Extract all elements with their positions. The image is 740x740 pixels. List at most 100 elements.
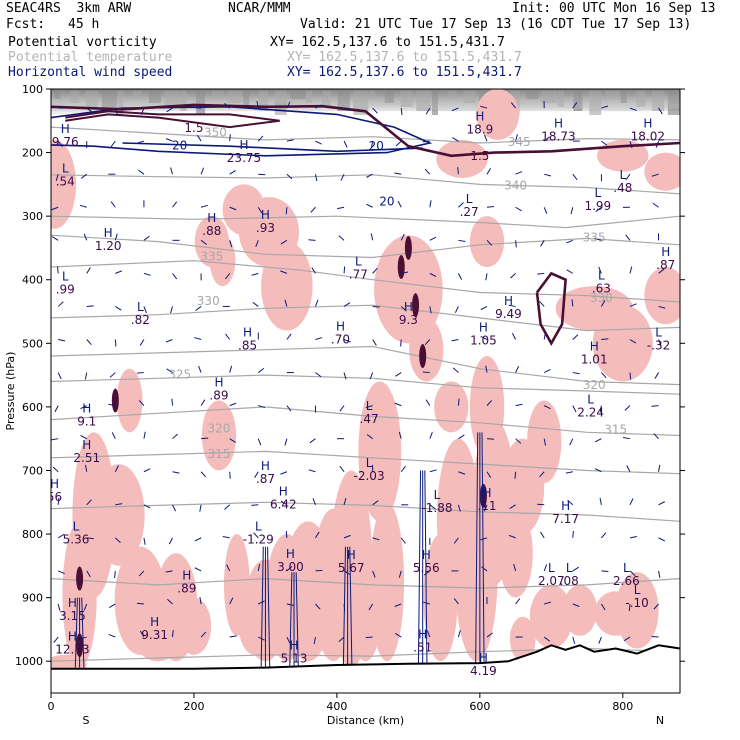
forecast-label: Fcst: bbox=[6, 17, 46, 32]
valid-time: Valid: 21 UTC Tue 17 Sep 13 (16 CDT Tue … bbox=[300, 17, 692, 32]
wind-vector bbox=[485, 273, 488, 281]
y-tick-label: 700 bbox=[22, 464, 43, 477]
init-time: Init: 00 UTC Mon 16 Sep 13 bbox=[512, 1, 716, 16]
wind-vector bbox=[594, 468, 602, 473]
wind-vector bbox=[51, 438, 59, 441]
wind-vector bbox=[57, 570, 65, 575]
extremum-value: 12.73 bbox=[55, 643, 89, 657]
org-label: NCAR/MMM bbox=[228, 1, 291, 16]
extremum-kind: H bbox=[243, 326, 252, 340]
wind-vector bbox=[601, 105, 609, 109]
wind-vector bbox=[539, 471, 545, 478]
pv-maximum bbox=[111, 388, 119, 413]
theta-label: 340 bbox=[504, 178, 527, 192]
extremum-kind: L bbox=[566, 561, 573, 575]
wind-vector bbox=[544, 601, 552, 605]
wind-vector bbox=[486, 239, 493, 246]
extremum-kind: H bbox=[643, 116, 652, 130]
theta-label: 315 bbox=[604, 423, 627, 437]
wind-vector bbox=[114, 537, 121, 544]
wind-vector bbox=[194, 537, 202, 542]
wind-vector bbox=[540, 240, 545, 247]
wind-vector bbox=[196, 134, 202, 142]
extremum-kind: L bbox=[137, 300, 144, 314]
wind-vector bbox=[629, 140, 633, 148]
wind-vector bbox=[511, 333, 517, 340]
wind-vector bbox=[370, 141, 374, 149]
wind-vector bbox=[486, 167, 492, 175]
wind-vectors bbox=[51, 101, 666, 674]
wind-vector bbox=[600, 603, 606, 611]
field-xy-wind: XY= 162.5,137.6 to 151.5,431.7 bbox=[287, 65, 522, 80]
wind-vector bbox=[658, 268, 665, 274]
wind-vector bbox=[57, 533, 65, 539]
wind-vector bbox=[80, 405, 87, 410]
wind-vector bbox=[257, 563, 261, 572]
wind-vector bbox=[372, 305, 380, 308]
wind-vector bbox=[424, 168, 431, 175]
wind-vector bbox=[337, 206, 345, 210]
wind-vector bbox=[515, 134, 518, 142]
wind-vector bbox=[422, 140, 430, 143]
wind-vector bbox=[140, 107, 145, 115]
wind-vector bbox=[57, 603, 61, 611]
y-tick-label: 1000 bbox=[15, 655, 43, 668]
wind-vector bbox=[429, 306, 432, 314]
wind-vector bbox=[258, 600, 265, 605]
extremum-value: .89 bbox=[177, 582, 196, 596]
wind-vector bbox=[229, 206, 237, 211]
wind-vector bbox=[284, 438, 288, 446]
wind-vector bbox=[308, 469, 316, 473]
extremum-kind: H bbox=[82, 401, 91, 415]
wind-vector bbox=[400, 108, 403, 116]
wind-vector bbox=[658, 339, 662, 347]
pv-maximum bbox=[419, 344, 427, 369]
contour-labels: 350 345 340 335 330 325 320 315 335 330 320 315 20 20… bbox=[47, 110, 675, 679]
extremum-kind: H bbox=[404, 300, 413, 314]
pv-maximum bbox=[479, 483, 487, 508]
wind-vector bbox=[400, 339, 402, 347]
wind-vector bbox=[629, 107, 637, 111]
wind-vector bbox=[343, 497, 347, 505]
wind-vector bbox=[653, 603, 659, 610]
extremum-value: .99 bbox=[56, 283, 75, 297]
wind-vector bbox=[229, 240, 233, 248]
wind-vector bbox=[343, 266, 346, 274]
pink-blob bbox=[615, 572, 659, 649]
wind-vector bbox=[83, 603, 88, 611]
x-axis-title: Distance (km) bbox=[327, 714, 404, 727]
pv-maximum bbox=[412, 293, 420, 318]
wind-vector bbox=[200, 631, 207, 638]
wind-vector bbox=[286, 565, 293, 572]
wind-vector bbox=[194, 106, 202, 109]
extremum-kind: H bbox=[554, 116, 563, 130]
stratosphere-texture bbox=[306, 91, 313, 103]
pink-blob bbox=[51, 165, 68, 191]
extremum-kind: H bbox=[286, 547, 295, 561]
updraft-vector bbox=[74, 597, 78, 668]
wind-vector bbox=[366, 434, 373, 440]
wind-vector bbox=[257, 135, 264, 142]
wind-vector bbox=[366, 173, 373, 178]
extremum-kind: H bbox=[482, 486, 491, 500]
extremum-value: 56 bbox=[47, 490, 62, 504]
theta-line bbox=[51, 577, 680, 589]
theta-label: 315 bbox=[208, 447, 231, 461]
extremum-value: -1.29 bbox=[243, 533, 274, 547]
wind-vector bbox=[429, 431, 433, 439]
pv-contours bbox=[51, 103, 680, 658]
wind-vector bbox=[86, 339, 92, 346]
wind-vector bbox=[313, 636, 316, 645]
extremum-kind: H bbox=[422, 548, 431, 562]
x-tick-label: 0 bbox=[48, 700, 55, 713]
wind-vector bbox=[229, 471, 231, 479]
theta-line bbox=[51, 304, 680, 332]
wind-vector bbox=[143, 537, 146, 545]
wind-vector bbox=[280, 500, 288, 506]
extremum-kind: L bbox=[655, 326, 662, 340]
wind-vector bbox=[80, 173, 88, 179]
wind-vector bbox=[423, 570, 431, 576]
wind-vector bbox=[143, 235, 150, 241]
theta-line bbox=[51, 374, 680, 395]
wind-vector bbox=[172, 630, 174, 638]
